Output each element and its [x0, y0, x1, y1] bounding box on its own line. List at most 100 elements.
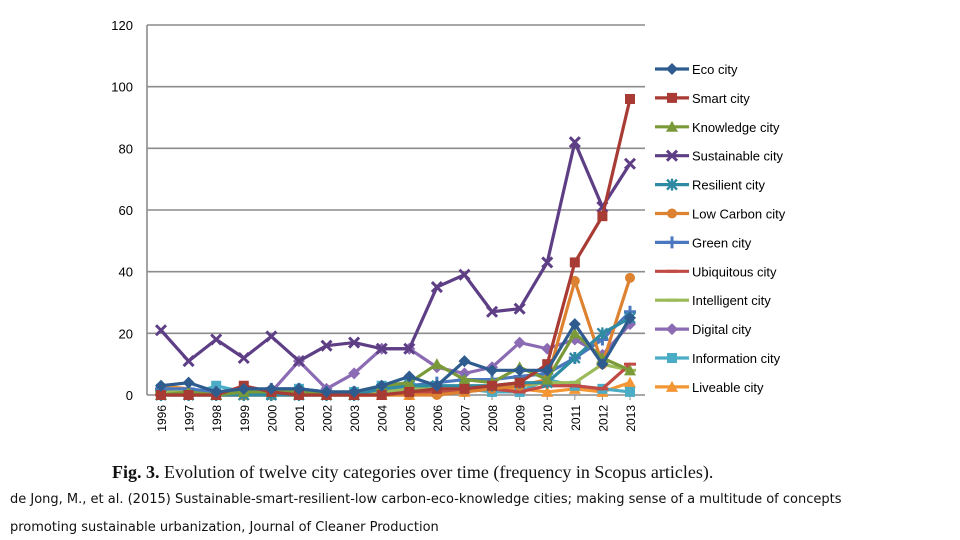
data-point-eco-city: [320, 385, 333, 398]
marker-shape: [568, 136, 581, 149]
marker-shape: [666, 236, 678, 249]
marker-shape: [666, 298, 678, 302]
data-point-smart-city: [156, 390, 166, 400]
marker-shape: [542, 359, 553, 370]
marker-shape: [513, 302, 526, 315]
marker-shape: [486, 364, 499, 377]
marker-shape: [596, 387, 609, 391]
data-point-eco-city: [237, 382, 250, 395]
legend-label: Resilient city: [692, 178, 765, 193]
data-point-knowledge-city: [541, 373, 554, 385]
data-point-low-carbon-city: [569, 275, 580, 286]
data-point-sustainable-city: [265, 330, 278, 343]
data-point-digital-city: [513, 336, 526, 349]
data-point-sustainable-city: [237, 351, 250, 365]
marker-shape: [211, 380, 222, 391]
y-axis: 0 20 40 60 80 100 120: [111, 18, 148, 403]
y-tick-label: 20: [119, 326, 133, 341]
data-point-sustainable-city: [182, 355, 195, 368]
gridlines: [147, 24, 645, 396]
marker-shape: [568, 327, 581, 339]
legend-item-sustainable-city: Sustainable city: [655, 149, 784, 164]
series-lines: [154, 94, 637, 401]
x-tick-label: 2011: [569, 405, 583, 431]
data-point-smart-city: [293, 390, 304, 400]
legend-item-ubiquitous-city: Ubiquitous city: [655, 264, 777, 279]
marker-shape: [320, 385, 333, 398]
data-point-sustainable-city: [485, 305, 499, 318]
y-tick-label: 120: [111, 18, 133, 33]
data-point-knowledge-city: [430, 358, 443, 370]
marker-shape: [403, 370, 416, 383]
data-point-smart-city: [597, 211, 608, 222]
y-tick-label: 0: [126, 388, 133, 403]
x-tick-label: 2007: [458, 405, 472, 432]
data-point-eco-city: [265, 382, 278, 395]
legend-marker: [666, 178, 678, 191]
marker-shape: [665, 149, 679, 162]
data-point-information-city: [625, 386, 635, 397]
marker-shape: [667, 353, 677, 363]
data-point-smart-city: [183, 390, 194, 400]
data-point-eco-city: [182, 376, 195, 389]
marker-shape: [514, 377, 525, 388]
citation-line-1: de Jong, M., et al. (2015) Sustainable-s…: [10, 492, 842, 507]
data-point-sustainable-city: [513, 302, 526, 315]
legend-item-knowledge-city: Knowledge city: [655, 120, 780, 135]
legend-item-liveable-city: Liveable city: [655, 380, 764, 395]
legend-label: Ubiquitous city: [692, 264, 777, 279]
marker-shape: [666, 269, 678, 273]
legend: Eco city Smart city Knowledge city Sustaina…: [655, 62, 786, 395]
figure-caption-text: Evolution of twelve city categories over…: [164, 462, 714, 482]
data-point-eco-city: [513, 364, 526, 377]
legend-item-low-carbon-city: Low Carbon city: [655, 207, 786, 222]
data-point-eco-city: [596, 358, 609, 371]
legend-item-eco-city: Eco city: [655, 62, 738, 77]
figure-caption: Fig. 3. Evolution of twelve city categor…: [112, 462, 713, 483]
data-point-eco-city: [375, 379, 388, 392]
data-point-low-carbon-city: [625, 272, 635, 283]
marker-shape: [458, 268, 471, 281]
legend-marker: [666, 298, 678, 302]
marker-shape: [666, 323, 678, 336]
legend-marker: [666, 380, 678, 392]
marker-shape: [182, 355, 195, 368]
marker-shape: [237, 351, 250, 365]
data-point-ubiquitous-city: [513, 390, 526, 394]
data-point-smart-city: [514, 377, 525, 388]
marker-shape: [376, 390, 387, 400]
data-point-knowledge-city: [568, 327, 581, 339]
legend-label: Low Carbon city: [692, 207, 786, 222]
marker-shape: [667, 208, 677, 219]
marker-shape: [541, 364, 554, 377]
x-tick-label: 2010: [541, 405, 555, 432]
y-tick-label: 80: [119, 141, 133, 156]
marker-shape: [568, 381, 581, 385]
data-point-ubiquitous-city: [624, 362, 636, 366]
legend-label: Smart city: [692, 91, 750, 106]
marker-shape: [568, 352, 581, 364]
legend-label: Sustainable city: [692, 149, 784, 164]
x-tick-label: 2005: [403, 405, 417, 432]
legend-label: Knowledge city: [692, 120, 780, 135]
marker-shape: [513, 336, 526, 349]
data-point-resilient-city: [568, 352, 581, 364]
marker-shape: [541, 385, 554, 397]
legend-label: Green city: [692, 235, 752, 250]
data-point-eco-city: [458, 355, 471, 368]
marker-shape: [292, 382, 305, 395]
marker-shape: [667, 92, 677, 103]
data-point-ubiquitous-city: [568, 384, 581, 388]
marker-shape: [265, 382, 278, 395]
data-point-smart-city: [404, 386, 415, 397]
data-point-liveable-city: [624, 376, 636, 388]
x-tick-label: 2001: [293, 405, 307, 432]
x-tick-label: 2002: [321, 405, 335, 432]
data-point-smart-city: [376, 390, 387, 400]
data-point-sustainable-city: [568, 136, 581, 149]
marker-shape: [154, 324, 168, 337]
legend-label: Digital city: [692, 322, 752, 337]
marker-shape: [292, 355, 306, 368]
marker-shape: [666, 120, 678, 132]
marker-shape: [293, 390, 304, 400]
